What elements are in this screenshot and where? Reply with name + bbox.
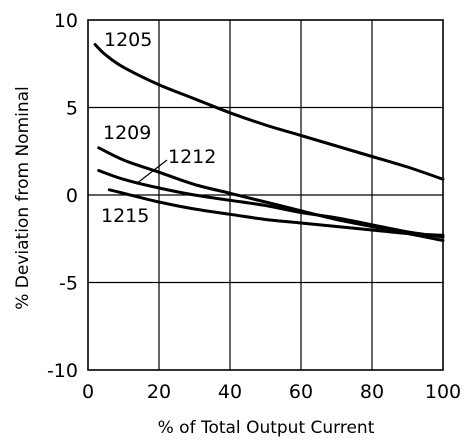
- plot-frame: [87, 19, 444, 371]
- x-tick-label-5: 100: [425, 381, 461, 403]
- y-tick-label-0: -10: [47, 360, 78, 382]
- x-axis-label: % of Total Output Current: [158, 418, 375, 438]
- series-label-1212: 1212: [168, 146, 216, 168]
- series-label-1209: 1209: [103, 122, 151, 144]
- series-label-1205: 1205: [104, 29, 152, 51]
- series-line-1205: [93, 43, 445, 181]
- x-tick-label-4: 80: [360, 381, 384, 403]
- x-tick-label-2: 40: [218, 381, 242, 403]
- y-tick-label-3: 5: [66, 98, 78, 120]
- series-line-1215: [107, 188, 445, 237]
- series-label-1215: 1215: [101, 205, 149, 227]
- series-labels: 1205 1209 1212 1215: [101, 29, 216, 227]
- series-lines: [93, 43, 445, 242]
- tick-labels: 0 20 40 60 80 100 -10 -5 0 5 10: [47, 10, 461, 403]
- x-tick-label-1: 20: [147, 381, 171, 403]
- y-axis-label: % Deviation from Nominal: [13, 86, 33, 310]
- y-tick-label-4: 10: [54, 10, 78, 32]
- series-line-1209: [97, 146, 445, 242]
- leader-line-1212: [135, 159, 168, 185]
- y-tick-label-2: 0: [66, 185, 78, 207]
- x-tick-label-3: 60: [289, 381, 313, 403]
- x-tick-label-0: 0: [82, 381, 94, 403]
- y-tick-label-1: -5: [59, 273, 78, 295]
- series-line-1212: [97, 169, 445, 239]
- grid: [87, 19, 444, 371]
